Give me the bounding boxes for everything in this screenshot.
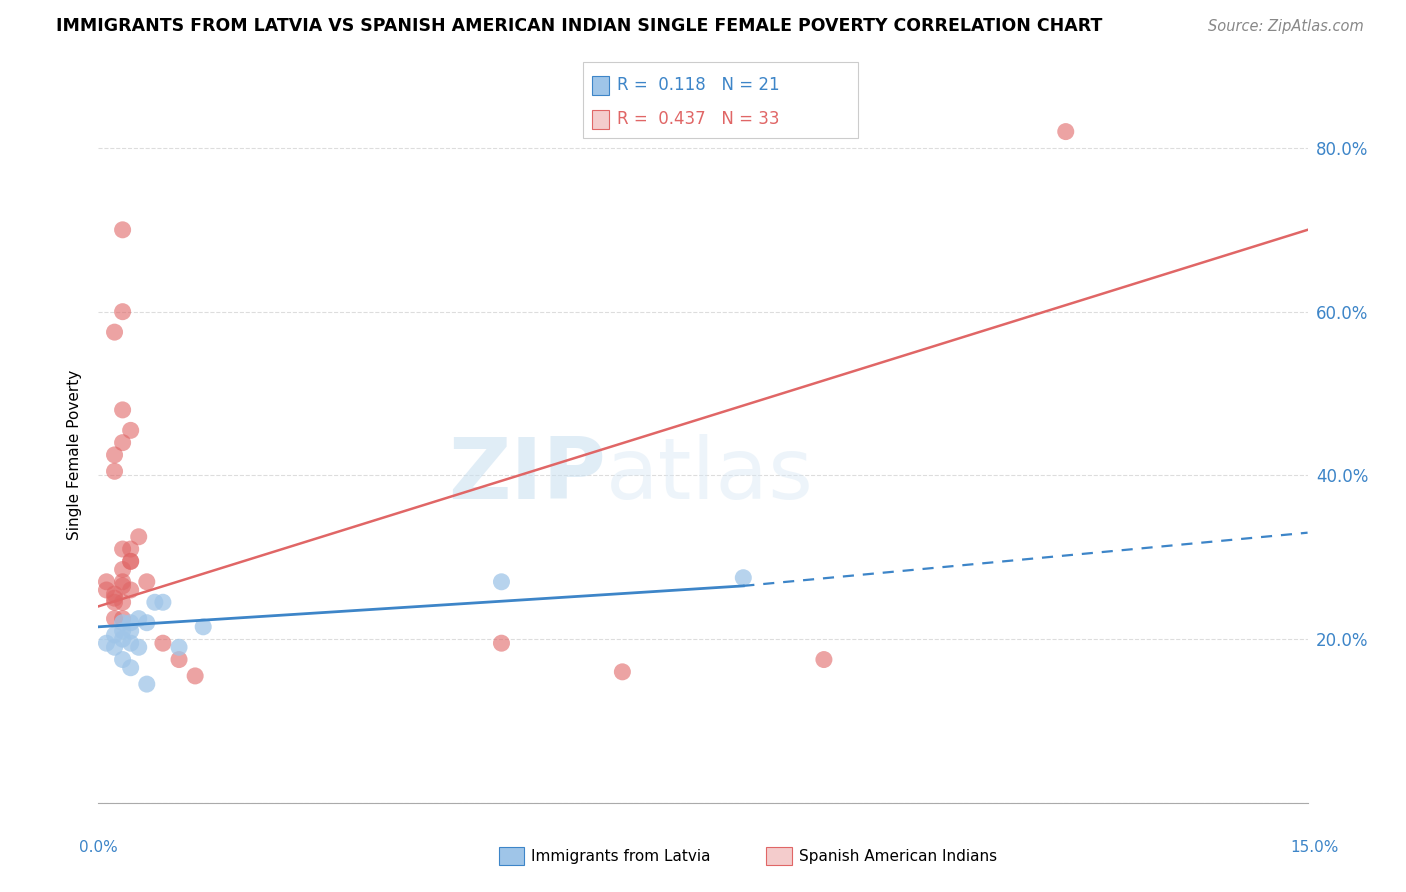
Point [152,636,174,650]
Point [167,652,190,666]
Point [167,640,190,655]
Text: Source: ZipAtlas.com: Source: ZipAtlas.com [1208,20,1364,34]
Point [111,612,134,626]
Text: R =  0.118   N = 21: R = 0.118 N = 21 [617,76,780,94]
Point [103,587,125,601]
Point [96,636,118,650]
Point [135,574,157,589]
Point [135,615,157,630]
Text: Immigrants from Latvia: Immigrants from Latvia [531,849,711,863]
Point [120,615,142,630]
Text: Spanish American Indians: Spanish American Indians [799,849,997,863]
Point [103,325,125,339]
Point [120,554,142,568]
Point [103,464,125,478]
Point [103,591,125,606]
Point [111,615,134,630]
Point [813,652,835,666]
Point [612,665,634,679]
Point [111,624,134,638]
Point [111,435,134,450]
Point [193,620,215,634]
Point [103,448,125,462]
Point [103,640,125,655]
Point [111,574,134,589]
Point [111,223,134,237]
Point [111,579,134,593]
Point [120,542,142,557]
Point [143,595,166,609]
Point [120,554,142,568]
Point [111,562,134,576]
Point [128,612,150,626]
Point [120,582,142,597]
Point [120,624,142,638]
Text: atlas: atlas [606,434,814,517]
Point [128,530,150,544]
Point [103,595,125,609]
Point [135,677,157,691]
Point [111,632,134,646]
Point [152,595,174,609]
Y-axis label: Single Female Poverty: Single Female Poverty [67,370,83,540]
Point [733,571,755,585]
Point [103,612,125,626]
Point [111,304,134,318]
Point [1054,125,1077,139]
Text: R =  0.437   N = 33: R = 0.437 N = 33 [617,110,780,128]
Point [111,595,134,609]
Point [103,628,125,642]
Point [111,652,134,666]
Text: 15.0%: 15.0% [1291,840,1339,855]
Point [111,542,134,557]
Text: IMMIGRANTS FROM LATVIA VS SPANISH AMERICAN INDIAN SINGLE FEMALE POVERTY CORRELAT: IMMIGRANTS FROM LATVIA VS SPANISH AMERIC… [56,17,1102,35]
Point [96,582,118,597]
Point [491,636,513,650]
Point [120,423,142,437]
Point [120,661,142,675]
Point [184,669,207,683]
Point [128,640,150,655]
Text: ZIP: ZIP [449,434,606,517]
Point [96,574,118,589]
Point [111,403,134,417]
Point [120,636,142,650]
Point [491,574,513,589]
Text: 0.0%: 0.0% [79,840,118,855]
